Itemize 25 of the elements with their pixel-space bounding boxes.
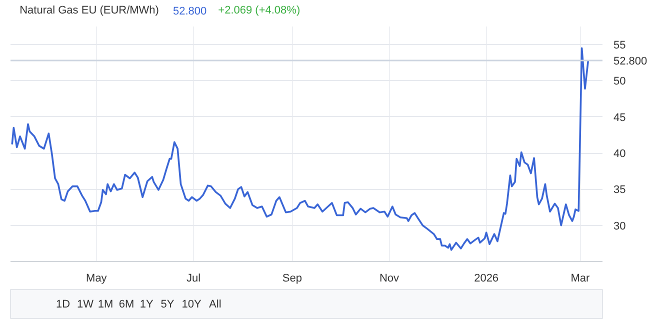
text: 1D — [56, 298, 70, 310]
y-tick-label: 40 — [614, 148, 626, 160]
line-series — [11, 47, 590, 251]
y-tick-label: 50 — [614, 76, 626, 88]
text: 6M — [118, 298, 134, 310]
text: All — [209, 298, 222, 310]
y-tick-label: 30 — [614, 220, 626, 232]
text: 1M — [98, 298, 114, 310]
x-tick-label: May — [86, 272, 108, 284]
y-tick-label: 55 — [614, 40, 626, 52]
chart-subtitle: +2.069 (+4.08%) — [218, 4, 300, 16]
x-tick-label: Nov — [379, 272, 400, 284]
x-tick-label: 2026 — [474, 272, 499, 284]
text: 52.800 — [172, 6, 207, 18]
text: 1Y — [140, 298, 154, 310]
y-tick-label: 45 — [614, 112, 626, 124]
text: 10Y — [182, 298, 202, 310]
ref-line-label: 52.800 — [614, 55, 648, 68]
text: 1W — [76, 298, 94, 310]
x-tick-label: Jul — [186, 272, 201, 284]
y-tick-label: 35 — [614, 184, 626, 196]
x-tick-label: Mar — [570, 272, 590, 284]
x-tick-label: Sep — [282, 272, 302, 284]
text: 5Y — [160, 298, 175, 310]
chart-title: Natural Gas EU (EUR/MWh) — [20, 4, 159, 16]
